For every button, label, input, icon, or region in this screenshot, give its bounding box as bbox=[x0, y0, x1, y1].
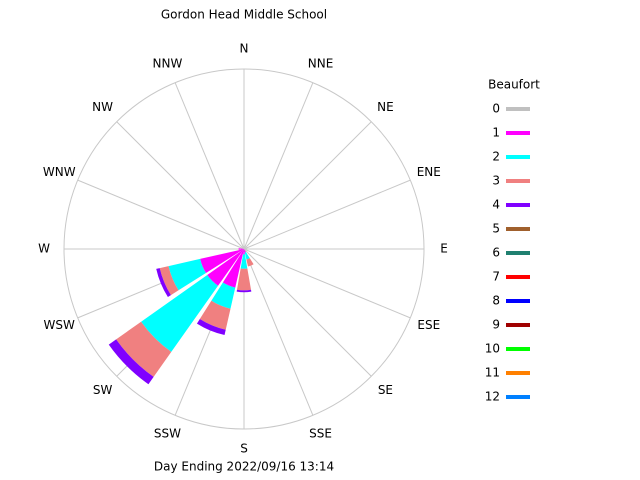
direction-label: ESE bbox=[417, 318, 440, 332]
petal-segment bbox=[156, 268, 171, 298]
direction-label: WSW bbox=[44, 318, 75, 332]
direction-label: ENE bbox=[417, 165, 441, 179]
direction-label: N bbox=[240, 42, 249, 56]
petal-segment bbox=[141, 274, 219, 352]
direction-label: W bbox=[38, 242, 50, 256]
petal-segment bbox=[200, 249, 244, 274]
legend-label: 11 bbox=[485, 366, 500, 380]
footer: Day Ending 2022/09/16 13:14 bbox=[154, 460, 334, 474]
petal-segment bbox=[244, 249, 246, 253]
legend-label: 12 bbox=[485, 390, 500, 404]
direction-label: SW bbox=[93, 383, 113, 397]
petal-segment bbox=[243, 249, 245, 255]
direction-label: WNW bbox=[43, 165, 76, 179]
legend-label: 8 bbox=[492, 294, 500, 308]
petal-segment bbox=[211, 282, 236, 309]
spoke bbox=[243, 248, 314, 416]
legend-label: 6 bbox=[492, 246, 500, 260]
petal-segment bbox=[236, 268, 252, 291]
spoke bbox=[243, 248, 372, 377]
spoke bbox=[243, 121, 372, 250]
direction-label: NW bbox=[92, 100, 113, 114]
petal-segment bbox=[222, 249, 244, 288]
legend-label: 1 bbox=[492, 126, 500, 140]
direction-label: S bbox=[240, 442, 248, 456]
petal-segment bbox=[244, 252, 250, 260]
petal-segment bbox=[207, 249, 244, 286]
petal-segment bbox=[238, 248, 244, 250]
legend-label: 10 bbox=[485, 342, 500, 356]
petal-segment bbox=[196, 319, 226, 336]
legend-label: 7 bbox=[492, 270, 500, 284]
legend-label: 9 bbox=[492, 318, 500, 332]
petal-segment bbox=[168, 258, 206, 291]
direction-label: SSE bbox=[309, 426, 332, 440]
chart-title: Gordon Head Middle School bbox=[161, 8, 327, 22]
direction-label: NNW bbox=[153, 57, 183, 71]
legend-label: 0 bbox=[492, 102, 500, 116]
petal-segment bbox=[116, 321, 172, 377]
legend-label: 4 bbox=[492, 198, 500, 212]
legend-title: Beaufort bbox=[488, 78, 540, 92]
direction-label: NE bbox=[377, 100, 394, 114]
spoke bbox=[243, 248, 411, 319]
spoke bbox=[77, 179, 245, 250]
petal-segment bbox=[246, 258, 254, 267]
legend-label: 3 bbox=[492, 174, 500, 188]
legend-label: 5 bbox=[492, 222, 500, 236]
spoke bbox=[116, 121, 245, 250]
direction-label: SSW bbox=[154, 426, 181, 440]
direction-label: SE bbox=[378, 383, 393, 397]
spoke bbox=[243, 179, 411, 250]
legend-label: 2 bbox=[492, 150, 500, 164]
direction-label: NNE bbox=[308, 57, 334, 71]
petal-segment bbox=[159, 266, 179, 296]
direction-label: E bbox=[440, 242, 448, 256]
petal-segment bbox=[199, 300, 231, 330]
spoke bbox=[174, 82, 245, 250]
petal-segment bbox=[240, 254, 248, 269]
petal-segment bbox=[108, 339, 154, 385]
petal-segment bbox=[236, 289, 252, 293]
spoke bbox=[243, 82, 314, 250]
